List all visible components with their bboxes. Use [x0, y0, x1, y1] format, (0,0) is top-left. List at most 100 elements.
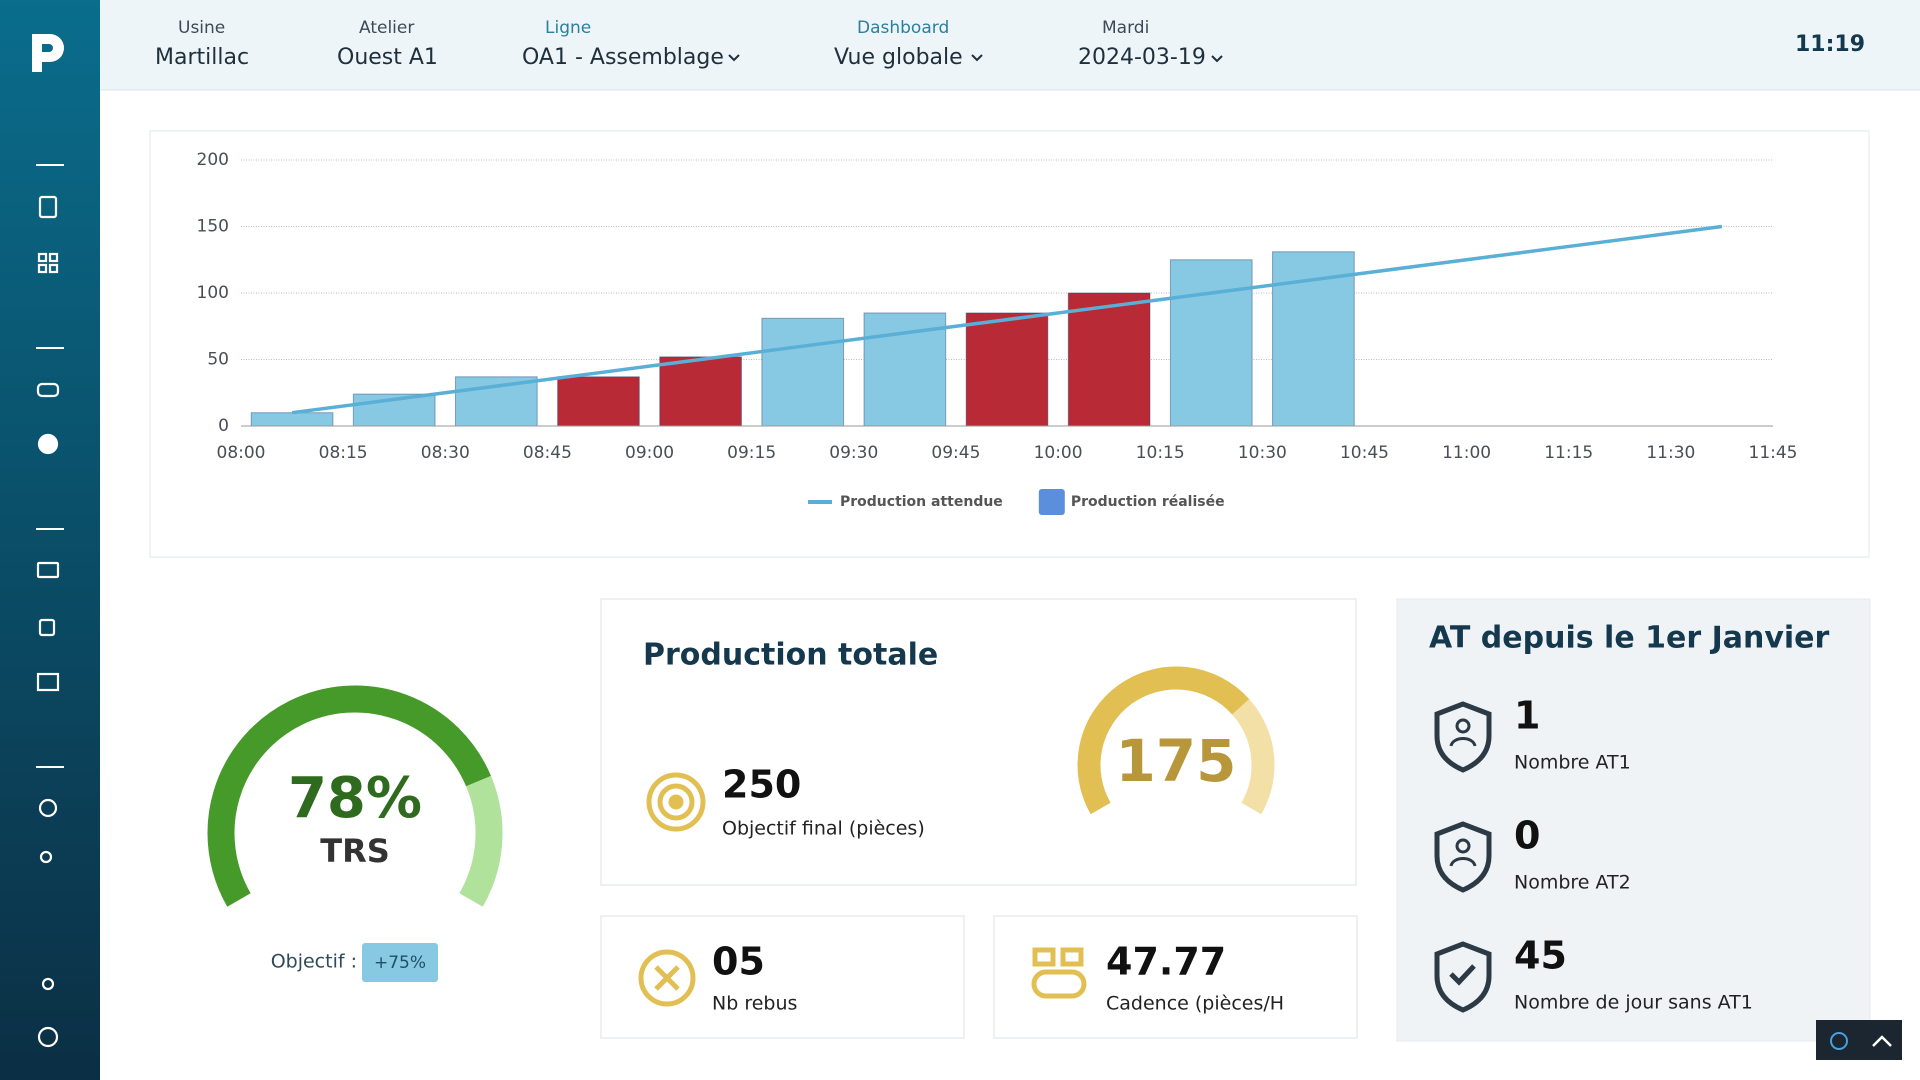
objective-value: 250 [722, 763, 801, 807]
shield-check [1449, 964, 1476, 986]
at-list: 1 Nombre AT1 0 Nombre AT2 45 Nombre de jour s… [1434, 694, 1753, 1014]
y-tick-label: 150 [197, 217, 229, 237]
at-label: Nombre AT2 [1514, 872, 1631, 894]
nav-icon-robot[interactable] [36, 382, 60, 398]
x-tick-label: 09:45 [931, 443, 980, 463]
bar [761, 317, 845, 427]
at-card [1396, 598, 1871, 1042]
clock: 11:19 [1795, 32, 1865, 57]
filter-date[interactable]: Mardi 2024-03-19 [1078, 18, 1223, 70]
x-tick-label: 10:15 [1136, 443, 1185, 463]
sidebar [0, 0, 100, 1080]
x-tick-label: 11:30 [1646, 443, 1695, 463]
x-tick-label: 11:15 [1544, 443, 1593, 463]
gauge-track [1231, 699, 1275, 815]
cadence-label: Cadence (pièces/H [1106, 993, 1284, 1015]
nav-icon-copy[interactable] [38, 618, 56, 637]
filter-value: Martillac [155, 45, 249, 70]
y-tick-label: 100 [197, 283, 229, 303]
bar [454, 376, 538, 427]
gauge-value [207, 685, 491, 907]
x-tick-label: 08:30 [421, 443, 470, 463]
debug-toolbar[interactable] [1816, 1020, 1902, 1060]
header [100, 0, 1920, 90]
logo[interactable] [32, 34, 64, 72]
production-card [600, 598, 1357, 886]
x-tick-label: 10:00 [1034, 443, 1083, 463]
legend-label: Production attendue [840, 494, 1003, 510]
shield-icon [1434, 941, 1492, 1013]
conveyor-icon [1031, 947, 1087, 999]
chart: 0 50 100 150 200 08:00 08:15 08:30 08:45 09:00 09:… [197, 150, 1798, 515]
x-tick-label: 10:30 [1238, 443, 1287, 463]
bar [1067, 292, 1151, 427]
gauge-track [459, 775, 503, 907]
x-tick-label: 09:00 [625, 443, 674, 463]
shield-icon [1434, 821, 1492, 893]
filter-value: Vue globale [834, 45, 963, 70]
at-value: 0 [1514, 814, 1540, 858]
filter-usine[interactable]: Usine Martillac [155, 18, 249, 70]
objective-badge [362, 943, 438, 982]
y-tick-label: 50 [207, 350, 229, 370]
nav-icon-user[interactable] [41, 977, 55, 991]
rebus-icon-cross [654, 965, 680, 991]
nav-icon-settings[interactable] [38, 798, 58, 818]
y-tick-label: 0 [218, 416, 229, 436]
filter-label: Usine [178, 18, 225, 38]
current-value: 175 [1115, 727, 1236, 795]
legend-label: Production réalisée [1071, 494, 1225, 510]
rebus-card [600, 915, 965, 1039]
nav-icon-monitor[interactable] [36, 561, 60, 579]
shield-person [1455, 838, 1471, 854]
at-value: 1 [1514, 694, 1540, 738]
nav-icon-table[interactable] [36, 672, 60, 692]
card-title: Production totale [643, 638, 938, 673]
rebus-icon [638, 949, 696, 1007]
at-value: 45 [1514, 934, 1567, 978]
filter-value: OA1 - Assemblage [522, 45, 724, 70]
nav-icon-logout[interactable] [37, 1026, 59, 1048]
x-tick-label: 11:00 [1442, 443, 1491, 463]
trs-gauge [207, 685, 503, 907]
dropdown-caret [728, 54, 740, 62]
dropdown-caret [1211, 55, 1223, 63]
shield-icon [1434, 701, 1492, 773]
target-icon [646, 772, 706, 832]
shield-person [1455, 718, 1471, 734]
objective-label: Objectif : [271, 951, 357, 973]
shield-person [1449, 857, 1477, 867]
rebus-label: Nb rebus [712, 993, 797, 1015]
x-tick-label: 10:45 [1340, 443, 1389, 463]
x-tick-label: 08:45 [523, 443, 572, 463]
objective-label: Objectif final (pièces) [722, 818, 925, 840]
y-tick-label: 200 [197, 150, 229, 170]
production-gauge [1077, 666, 1275, 815]
rebus-widget: 05 Nb rebus [638, 940, 797, 1015]
bar [1272, 251, 1355, 427]
filter-value: Ouest A1 [337, 45, 438, 70]
nav-icon-grid[interactable] [37, 252, 59, 274]
filter-atelier[interactable]: Atelier Ouest A1 [337, 18, 438, 70]
filter-dashboard[interactable]: Dashboard Vue globale [834, 18, 983, 70]
nav-icon-pie[interactable] [37, 433, 59, 455]
filter-ligne[interactable]: Ligne OA1 - Assemblage [522, 18, 740, 70]
rebus-value: 05 [712, 940, 765, 984]
nav-icon-clipboard[interactable] [38, 195, 58, 219]
filter-label: Atelier [359, 18, 414, 38]
objective-value: +75% [374, 953, 426, 973]
bar [1169, 259, 1253, 427]
nav-icon-users[interactable] [39, 850, 53, 864]
sidebar-separators [36, 164, 64, 768]
legend-swatch [1038, 489, 1065, 515]
cadence-value: 47.77 [1106, 940, 1226, 984]
x-tick-label: 08:00 [217, 443, 266, 463]
cadence-card [993, 915, 1358, 1039]
x-tick-label: 11:45 [1749, 443, 1798, 463]
bar [965, 312, 1049, 427]
toolbar-timer[interactable] [1830, 1032, 1848, 1050]
production-widget: Production totale 250 Objectif final (pi… [643, 638, 1275, 840]
toolbar-toggle[interactable] [1872, 1035, 1892, 1047]
